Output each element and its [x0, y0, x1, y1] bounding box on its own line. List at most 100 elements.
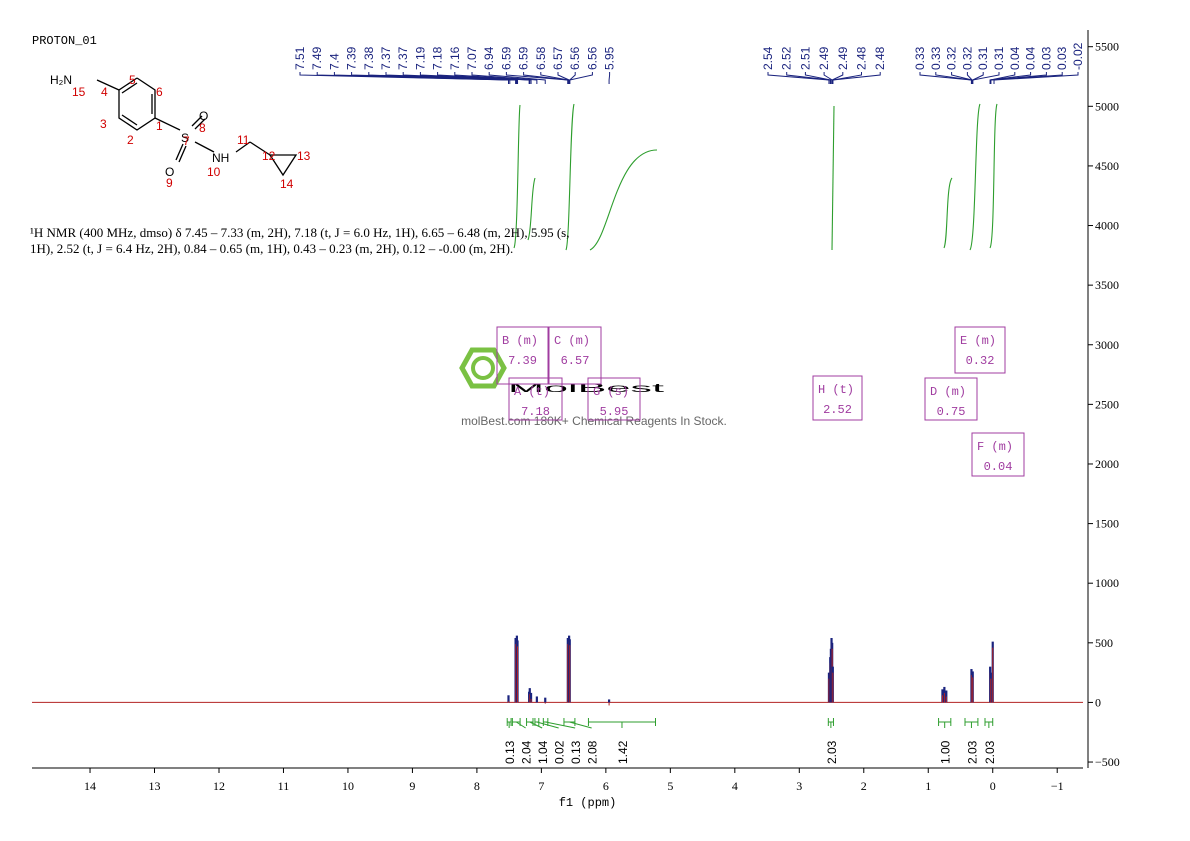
multiplet-label: G (s) — [593, 385, 629, 399]
multiplet-shift: 0.32 — [966, 354, 995, 368]
integral-label: 0.02 — [553, 740, 567, 764]
x-tick-label: 13 — [149, 779, 161, 793]
peak-label: 0.31 — [976, 46, 990, 70]
x-tick-label: 8 — [474, 779, 480, 793]
peak-leader — [990, 72, 1063, 84]
atom-number: 10 — [207, 165, 221, 179]
peak-label: 7.37 — [379, 46, 393, 70]
atom-label: NH — [212, 151, 229, 165]
peak-leader — [523, 72, 569, 84]
multiplet-label: A (t) — [514, 385, 550, 399]
integral-curve — [989, 103, 998, 249]
peak-label: 0.33 — [913, 46, 927, 70]
integral-label: 2.03 — [983, 740, 997, 764]
peak-label: 7.4 — [327, 53, 341, 70]
x-tick-label: 4 — [732, 779, 738, 793]
peak-label: 2.51 — [798, 46, 812, 70]
ring — [118, 77, 156, 131]
multiplet-box — [496, 326, 549, 385]
peak-label: 7.49 — [310, 46, 324, 70]
integral-curve — [565, 103, 575, 251]
bond — [121, 114, 138, 126]
integral-label: 2.03 — [965, 740, 979, 764]
atom-number: 1 — [156, 119, 163, 133]
multiplet-box — [971, 432, 1025, 477]
multiplet-shift: 2.52 — [823, 403, 852, 417]
peak-leader — [804, 72, 832, 84]
bond — [194, 141, 215, 153]
integral-curve — [527, 177, 536, 241]
bond — [96, 79, 120, 91]
multiplet-shift: 7.39 — [508, 354, 537, 368]
integral-leader — [529, 721, 543, 729]
integral-curve — [513, 104, 521, 249]
bond — [175, 143, 184, 161]
integral-label: 2.03 — [825, 740, 839, 764]
y-tick-label: 2000 — [1095, 457, 1119, 471]
y-tick-label: 2500 — [1095, 397, 1119, 411]
integral-label: 2.04 — [520, 740, 534, 764]
peak-label: 7.38 — [362, 46, 376, 70]
peak-label: 2.54 — [761, 46, 775, 70]
bond — [194, 118, 206, 130]
peak-leader — [767, 72, 830, 84]
atom-number: 7 — [183, 134, 190, 148]
integral-curve — [943, 177, 953, 249]
y-tick-label: 4500 — [1095, 159, 1119, 173]
y-tick-label: 5500 — [1095, 40, 1119, 54]
atom-label: O — [199, 109, 208, 123]
peak-label: 2.49 — [817, 46, 831, 70]
logo — [471, 356, 495, 380]
multiplet-box — [954, 326, 1006, 374]
y-tick-label: 3000 — [1095, 338, 1119, 352]
peak-label: 0.32 — [945, 46, 959, 70]
x-tick-label: 11 — [278, 779, 290, 793]
atom-number: 14 — [280, 177, 294, 191]
peak-leader — [569, 72, 576, 84]
peak-leader — [454, 72, 532, 84]
peak-label: 6.59 — [499, 46, 513, 70]
peak-label: 7.16 — [448, 46, 462, 70]
y-tick-label: 4000 — [1095, 219, 1119, 233]
y-tick-label: −500 — [1095, 755, 1120, 769]
peak-label: 6.59 — [517, 46, 531, 70]
peak-label: 6.56 — [568, 46, 582, 70]
atom-number: 13 — [297, 149, 311, 163]
atom-label: O — [165, 165, 174, 179]
peak-label: 7.51 — [293, 46, 307, 70]
atom-number: 12 — [262, 149, 276, 163]
peak-label: 0.33 — [929, 46, 943, 70]
peak-leader — [437, 72, 531, 84]
peak-label: 6.56 — [585, 46, 599, 70]
atom-number: 3 — [100, 117, 107, 131]
peak-label: 7.39 — [345, 46, 359, 70]
atom-number: 8 — [199, 121, 206, 135]
integral-label: 2.08 — [586, 740, 600, 764]
multiplet-box — [924, 377, 978, 421]
integral-leader — [515, 721, 526, 729]
molecule — [96, 77, 298, 177]
x-axis-label: f1 (ppm) — [559, 796, 617, 810]
peak-leader — [540, 72, 569, 84]
bond — [154, 117, 181, 131]
peak-label: 2.52 — [780, 46, 794, 70]
atom-label: H₂N — [50, 73, 72, 87]
multiplet-shift: 5.95 — [600, 405, 629, 419]
peak-leader — [402, 72, 519, 84]
chart-title: PROTON_01 — [32, 34, 97, 48]
peak-label: 6.58 — [534, 46, 548, 70]
multiplet-shift: 6.57 — [561, 354, 590, 368]
peak-leader — [569, 72, 593, 84]
y-tick-label: 500 — [1095, 636, 1113, 650]
peak-leader — [831, 72, 844, 84]
x-tick-label: 10 — [342, 779, 354, 793]
x-tick-label: 9 — [409, 779, 415, 793]
integral-curve — [831, 105, 835, 251]
watermark-tagline: molBest.com 180K+ Chemical Reagents In S… — [461, 414, 727, 428]
integral-curve — [589, 149, 658, 251]
peak-leader — [966, 72, 973, 84]
integral-label: 0.13 — [569, 740, 583, 764]
x-tick-label: −1 — [1051, 779, 1064, 793]
peak-leader — [989, 72, 1032, 84]
y-tick-label: 3500 — [1095, 278, 1119, 292]
